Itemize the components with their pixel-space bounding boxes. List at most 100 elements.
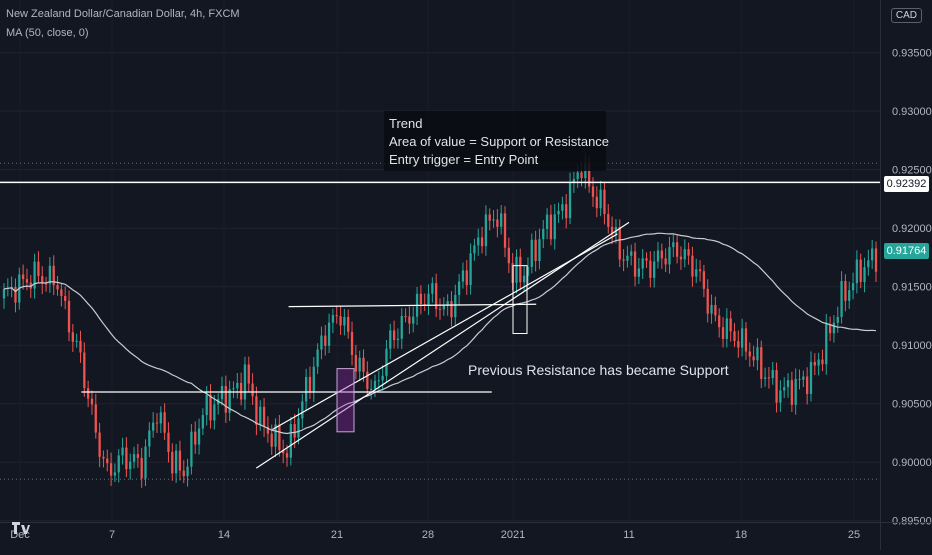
candle-body	[530, 239, 533, 267]
candle-body	[228, 389, 231, 413]
annotation-box	[384, 111, 606, 171]
candle-body	[144, 446, 147, 479]
candle-body	[327, 322, 331, 346]
candle-body	[603, 189, 606, 215]
candle-body	[553, 214, 556, 240]
y-tick-label: 0.90000	[892, 457, 932, 469]
candle-body	[798, 378, 801, 380]
candle-body	[167, 432, 170, 452]
candle-body	[867, 260, 870, 268]
candle-body	[370, 388, 373, 390]
candle-body	[526, 266, 530, 276]
candle-body	[675, 242, 679, 257]
candle-body	[255, 396, 258, 425]
candle-body	[48, 265, 52, 284]
candle-body	[75, 340, 78, 342]
candle-body	[316, 349, 319, 367]
candle-body	[859, 259, 862, 282]
candle-body	[44, 283, 48, 285]
annotation-area-of-value: Area of value = Support or Resistance	[389, 134, 610, 149]
candle-body	[832, 322, 836, 334]
candle-body	[771, 370, 774, 379]
candle-body	[641, 258, 644, 269]
candle-body	[591, 186, 595, 197]
y-tick-label: 0.93000	[892, 106, 932, 118]
candle-body	[473, 245, 476, 254]
candle-body	[828, 324, 832, 334]
candle-body	[236, 382, 239, 389]
candle-body	[729, 318, 732, 332]
candle-body	[714, 304, 717, 316]
candle-body	[239, 382, 243, 400]
candle-body	[683, 249, 686, 260]
candle-body	[599, 189, 602, 209]
y-tick-label: 0.92000	[892, 223, 932, 235]
annotation-trend: Trend	[389, 116, 423, 131]
candle-body	[576, 172, 579, 180]
y-tick-label: 0.91000	[892, 340, 932, 352]
candle-body	[446, 301, 449, 306]
trend-line	[272, 233, 618, 430]
candle-body	[783, 387, 786, 391]
candle-body	[331, 315, 335, 323]
candle-body	[293, 424, 296, 438]
indicator-legend[interactable]: MA (50, close, 0)	[6, 27, 89, 39]
candle-body	[450, 301, 453, 318]
candle-body	[278, 424, 281, 451]
candle-body	[247, 364, 250, 384]
candle-body	[377, 380, 380, 382]
candle-body	[171, 451, 174, 474]
x-tick-label: 7	[109, 529, 115, 541]
candle-body	[90, 398, 94, 405]
candle-body	[106, 458, 109, 464]
candle-body	[354, 355, 358, 372]
candle-body	[454, 294, 457, 318]
candle-body	[802, 376, 805, 380]
candle-body	[756, 347, 759, 361]
candle-body	[201, 415, 205, 429]
annotation-entry-trigger: Entry trigger = Entry Point	[389, 152, 539, 167]
annotation-support-note: Previous Resistance has became Support	[468, 362, 729, 378]
candle-body	[580, 172, 583, 179]
candle-body	[794, 378, 797, 405]
candle-body	[871, 248, 874, 261]
candle-body	[874, 248, 878, 272]
candle-body	[186, 466, 189, 477]
candle-body	[465, 270, 468, 286]
symbol-legend: New Zealand Dollar/Canadian Dollar, 4h, …	[6, 8, 240, 20]
candle-body	[484, 214, 488, 247]
candle-body	[740, 328, 744, 348]
candle-body	[259, 406, 262, 425]
candle-body	[653, 261, 656, 278]
candle-body	[2, 288, 6, 299]
candle-body	[588, 162, 591, 187]
y-tick-label: 0.91500	[892, 282, 932, 294]
candle-body	[94, 404, 97, 433]
candle-body	[664, 258, 667, 265]
candle-body	[358, 357, 361, 372]
candle-body	[194, 431, 197, 445]
candle-body	[362, 357, 365, 372]
candle-body	[748, 351, 751, 357]
candle-body	[607, 214, 610, 227]
candle-body	[324, 335, 327, 346]
candle-body	[37, 261, 40, 277]
candle-body	[423, 304, 426, 306]
currency-selector[interactable]: CAD	[890, 8, 922, 23]
candle-body	[102, 456, 105, 459]
trend-line	[288, 303, 537, 308]
candle-body	[813, 361, 816, 366]
candle-body	[863, 267, 866, 282]
candle-body	[396, 338, 400, 341]
candle-body	[347, 316, 350, 332]
candle-body	[152, 422, 155, 431]
candle-body	[282, 450, 285, 454]
candle-body	[343, 316, 346, 326]
candle-body	[25, 279, 29, 283]
candle-body	[649, 260, 652, 278]
candle-body	[52, 265, 55, 286]
candle-body	[163, 412, 166, 433]
candle-body	[840, 281, 843, 317]
